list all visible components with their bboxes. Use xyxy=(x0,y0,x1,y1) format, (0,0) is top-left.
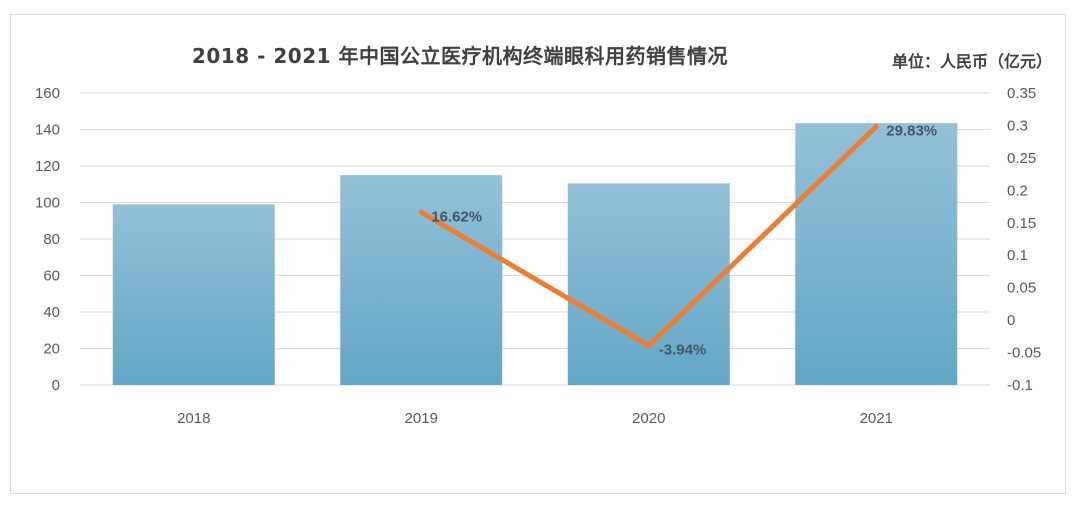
x-tick-label: 2020 xyxy=(632,410,665,427)
right-axis-ticks: -0.1 -0.05 0 0.05 0.1 0.15 0.2 0.25 0.3 0.35 xyxy=(1007,85,1041,394)
data-label-2020: -3.94% xyxy=(659,342,707,359)
right-tick-label: 0.25 xyxy=(1007,150,1036,167)
left-axis-ticks: 0 20 40 60 80 100 120 140 160 xyxy=(35,85,60,394)
bar-series xyxy=(112,123,958,386)
left-tick-label: 160 xyxy=(35,85,60,102)
right-tick-label: 0.3 xyxy=(1007,117,1028,134)
data-label-2021: 29.83% xyxy=(886,123,937,140)
right-tick-label: 0.35 xyxy=(1007,85,1036,102)
right-tick-label: 0.2 xyxy=(1007,182,1028,199)
right-tick-label: -0.05 xyxy=(1007,345,1041,362)
left-tick-label: 40 xyxy=(43,304,60,321)
x-tick-label: 2018 xyxy=(177,410,210,427)
left-tick-label: 0 xyxy=(52,377,60,394)
left-tick-label: 20 xyxy=(43,341,60,358)
data-labels: 16.62% -3.94% 29.83% xyxy=(431,123,937,359)
bar-2019 xyxy=(340,175,503,385)
x-axis-ticks: 2018 2019 2020 2021 xyxy=(177,410,893,427)
x-tick-label: 2019 xyxy=(405,410,438,427)
right-tick-label: 0 xyxy=(1007,312,1015,329)
right-tick-label: 0.1 xyxy=(1007,247,1028,264)
chart-title: 2018 - 2021 年中国公立医疗机构终端眼科用药销售情况 xyxy=(191,44,729,68)
x-tick-label: 2021 xyxy=(860,410,893,427)
right-tick-label: 0.15 xyxy=(1007,215,1036,232)
left-tick-label: 100 xyxy=(35,195,60,212)
left-tick-label: 60 xyxy=(43,268,60,285)
left-tick-label: 120 xyxy=(35,158,60,175)
left-tick-label: 140 xyxy=(35,122,60,139)
bar-2021 xyxy=(795,123,958,386)
right-tick-label: 0.05 xyxy=(1007,280,1036,297)
bar-2020 xyxy=(567,183,730,385)
right-tick-label: -0.1 xyxy=(1007,377,1033,394)
left-tick-label: 80 xyxy=(43,231,60,248)
data-label-2019: 16.62% xyxy=(431,208,482,225)
unit-label: 单位：人民币（亿元） xyxy=(891,52,1052,71)
growth-line xyxy=(418,124,879,349)
bar-2018 xyxy=(112,204,275,385)
growth-line-series xyxy=(418,124,879,349)
